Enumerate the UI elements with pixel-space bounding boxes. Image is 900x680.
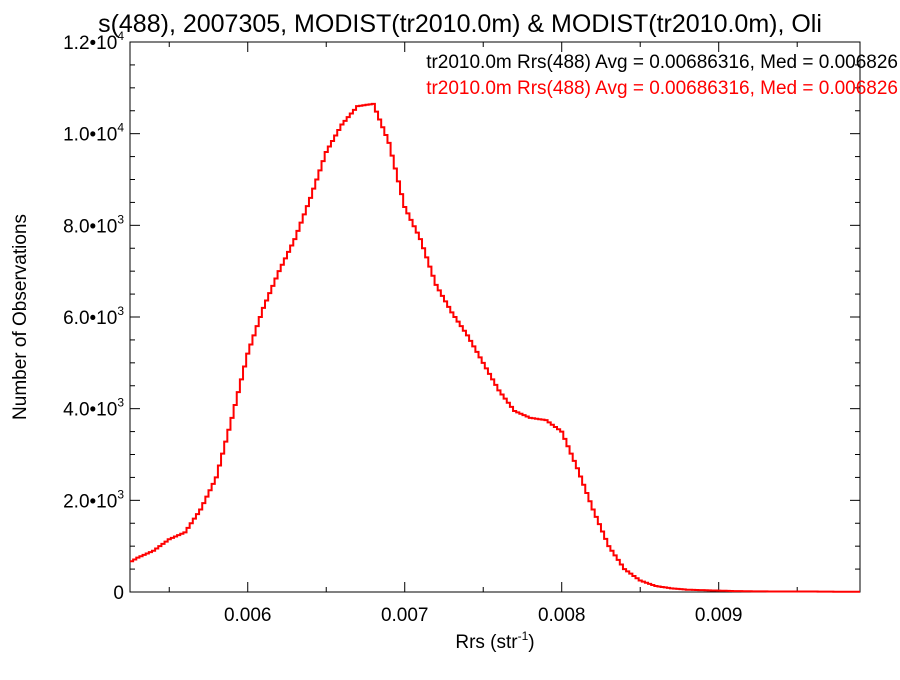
y-tick-exponent: 3 <box>117 212 124 226</box>
y-axis-ticks: 02.0•1034.0•1036.0•1038.0•1031.0•1041.2•… <box>63 29 860 604</box>
y-tick-label: 6.0•103 <box>63 304 124 329</box>
x-tick-label: 0.006 <box>224 605 272 626</box>
y-tick-exponent: 3 <box>117 304 124 318</box>
y-tick-exponent: 3 <box>117 487 124 501</box>
y-tick-mantissa: 8.0•10 <box>63 216 117 237</box>
y-tick-exponent: 4 <box>117 121 124 135</box>
plot-frame <box>129 41 861 593</box>
y-tick-mantissa: 1.0•10 <box>63 125 117 146</box>
y-tick-mantissa: 0 <box>113 583 124 604</box>
x-axis-label-text: Rrs (str <box>455 632 518 653</box>
x-tick-label: 0.007 <box>381 605 429 626</box>
y-tick-label: 2.0•103 <box>63 487 124 512</box>
y-tick-label: 1.0•104 <box>63 121 124 146</box>
y-tick-mantissa: 4.0•10 <box>63 400 117 421</box>
y-tick-exponent: 3 <box>117 396 124 410</box>
y-tick-label: 0 <box>113 583 124 604</box>
x-axis-label: Rrs (str-1) <box>455 629 534 653</box>
y-tick-mantissa: 1.2•10 <box>63 33 117 54</box>
x-axis-label-close: ) <box>528 632 534 653</box>
y-tick-label: 4.0•103 <box>63 396 124 421</box>
x-tick-label: 0.009 <box>695 605 743 626</box>
x-axis-label-sup: -1 <box>518 629 529 643</box>
y-tick-label: 8.0•103 <box>63 212 124 237</box>
histogram-series-line <box>130 102 860 593</box>
y-tick-label: 1.2•104 <box>63 29 124 54</box>
x-tick-label: 0.008 <box>538 605 586 626</box>
x-axis-ticks: 0.006 0.007 0.008 0.009 <box>168 42 798 626</box>
chart-title: s(488), 2007305, MODIST(tr2010.0m) & MOD… <box>98 10 822 38</box>
y-tick-mantissa: 2.0•10 <box>63 491 117 512</box>
y-tick-mantissa: 6.0•10 <box>63 308 117 329</box>
y-axis-label: Number of Observations <box>10 214 31 420</box>
stats-annotation-black: tr2010.0m Rrs(488) Avg = 0.00686316, Med… <box>426 52 898 73</box>
stats-annotation-red: tr2010.0m Rrs(488) Avg = 0.00686316, Med… <box>426 78 898 99</box>
y-tick-exponent: 4 <box>117 29 124 43</box>
